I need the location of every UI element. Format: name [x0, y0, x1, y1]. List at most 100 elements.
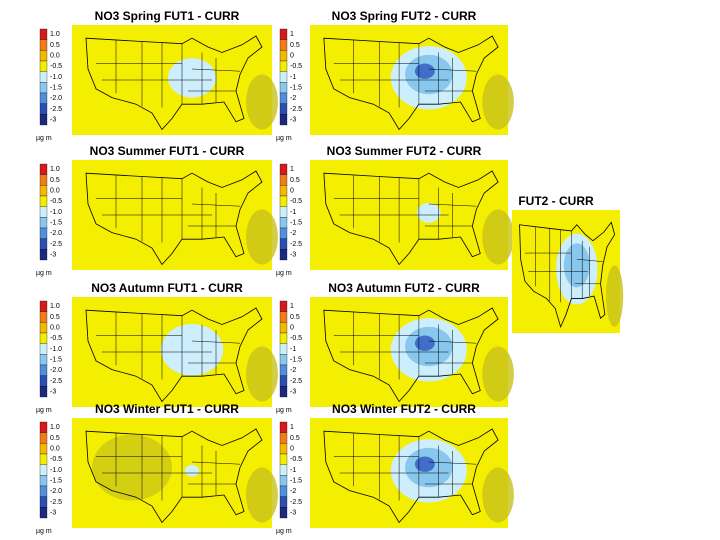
colorbar-cell: [39, 332, 48, 344]
colorbar-cell: [39, 174, 48, 186]
colorbar-cell: [39, 364, 48, 376]
panel-title: FUT2 - CURR: [518, 194, 594, 208]
colorbar-label: 1: [290, 166, 294, 173]
colorbar-cell: [39, 82, 48, 94]
colorbar-label: 0.0: [50, 188, 60, 195]
colorbar-unit: µg m: [36, 407, 52, 414]
colorbar-label: -0.5: [50, 456, 62, 463]
colorbar-label: 0.5: [50, 42, 60, 49]
colorbar-label: -2: [290, 95, 296, 102]
colorbar-unit: µg m: [276, 135, 292, 142]
terrain: [482, 74, 514, 130]
colorbar-label: -1.5: [290, 220, 302, 227]
colorbar-cell: [279, 39, 288, 51]
colorbar-label: -1.5: [50, 85, 62, 92]
colorbar-cell: [39, 475, 48, 487]
colorbar-unit: µg m: [276, 407, 292, 414]
decrease-region: [414, 335, 435, 351]
map-panel: NO3 Spring FUT1 - CURR 1.0 0.5 0.0 -0.5 -1.0 -…: [36, 9, 278, 142]
colorbar-cell: [279, 82, 288, 94]
colorbar-cell: [39, 453, 48, 465]
colorbar-label: -1.0: [50, 209, 62, 216]
colorbar-cell: [279, 227, 288, 239]
colorbar-label: -2: [290, 488, 296, 495]
panel-title: NO3 Summer FUT2 - CURR: [327, 144, 482, 158]
colorbar-label: -2: [290, 230, 296, 237]
colorbar-label: -0.5: [50, 335, 62, 342]
colorbar-label: -1.0: [50, 74, 62, 81]
colorbar-label: -2.5: [50, 499, 62, 506]
colorbar-cell: [279, 217, 288, 229]
us-outline: [323, 428, 499, 524]
colorbar-label: -3: [50, 117, 56, 124]
colorbar-cell: [39, 92, 48, 104]
terrain: [482, 467, 514, 523]
colorbar-label: -3: [50, 510, 56, 517]
colorbar-cell: [279, 163, 288, 175]
colorbar-label: 0.5: [290, 42, 300, 49]
colorbar-cell: [39, 227, 48, 239]
decrease-region: [168, 58, 216, 98]
colorbar-label: -3: [50, 252, 56, 259]
colorbar-label: -2.0: [50, 488, 62, 495]
terrain: [605, 265, 624, 327]
colorbar-cell: [39, 354, 48, 366]
colorbar-label: 0.5: [290, 314, 300, 321]
colorbar-cell: [39, 217, 48, 229]
colorbar-label: 0.5: [50, 177, 60, 184]
map-panel: NO3 Spring FUT2 - CURR 1 0.5 0 -0.5 -1 -1.5 -2 -…: [276, 9, 514, 142]
colorbar-label: 0: [290, 446, 294, 453]
panel-title: NO3 Spring FUT2 - CURR: [332, 9, 477, 23]
terrain: [246, 209, 278, 265]
terrain: [482, 209, 514, 265]
colorbar-label: -2: [290, 367, 296, 374]
colorbar-label: -1: [290, 346, 296, 353]
colorbar-cell: [279, 206, 288, 218]
colorbar-label: 0: [290, 325, 294, 332]
us-outline: [85, 170, 263, 266]
colorbar-cell: [279, 92, 288, 104]
us-outline: [323, 307, 499, 403]
colorbar-label: 0: [290, 188, 294, 195]
map-panel: FUT2 - CURR: [512, 194, 624, 333]
colorbar-label: -0.5: [50, 63, 62, 70]
colorbar-cell: [39, 185, 48, 197]
colorbar-cell: [279, 453, 288, 465]
colorbar-cell: [39, 28, 48, 40]
colorbar-label: -1.5: [50, 357, 62, 364]
colorbar-label: 1.0: [50, 303, 60, 310]
us-outline: [85, 35, 263, 131]
colorbar-label: -1: [290, 74, 296, 81]
panel-title: NO3 Winter FUT1 - CURR: [95, 402, 239, 416]
colorbar-label: -0.5: [50, 198, 62, 205]
colorbar-cell: [39, 421, 48, 433]
terrain: [246, 467, 278, 523]
map-panel: NO3 Winter FUT1 - CURR 1.0 0.5 0.0 -0.5 -1.0 -…: [36, 402, 278, 535]
colorbar-cell: [279, 332, 288, 344]
colorbar-cell: [39, 496, 48, 508]
colorbar-cell: [39, 386, 48, 398]
colorbar-label: 0.5: [290, 435, 300, 442]
colorbar-label: 0.0: [50, 446, 60, 453]
colorbar-cell: [39, 464, 48, 476]
colorbar-cell: [279, 343, 288, 355]
colorbar-unit: µg m: [276, 270, 292, 277]
colorbar-label: -1: [290, 209, 296, 216]
colorbar-label: -2.0: [50, 95, 62, 102]
colorbar-cell: [39, 50, 48, 62]
colorbar-cell: [279, 354, 288, 366]
colorbar-cell: [39, 300, 48, 312]
colorbar-label: -1.5: [290, 85, 302, 92]
colorbar-cell: [279, 432, 288, 444]
colorbar-cell: [279, 185, 288, 197]
colorbar-cell: [279, 322, 288, 334]
colorbar-cell: [39, 163, 48, 175]
colorbar-cell: [279, 71, 288, 83]
terrain: [482, 346, 514, 402]
colorbar-label: -1.0: [50, 346, 62, 353]
colorbar-cell: [39, 311, 48, 323]
colorbar-label: 0.0: [50, 53, 60, 60]
terrain: [246, 346, 278, 402]
colorbar-cell: [279, 300, 288, 312]
colorbar-cell: [279, 60, 288, 72]
